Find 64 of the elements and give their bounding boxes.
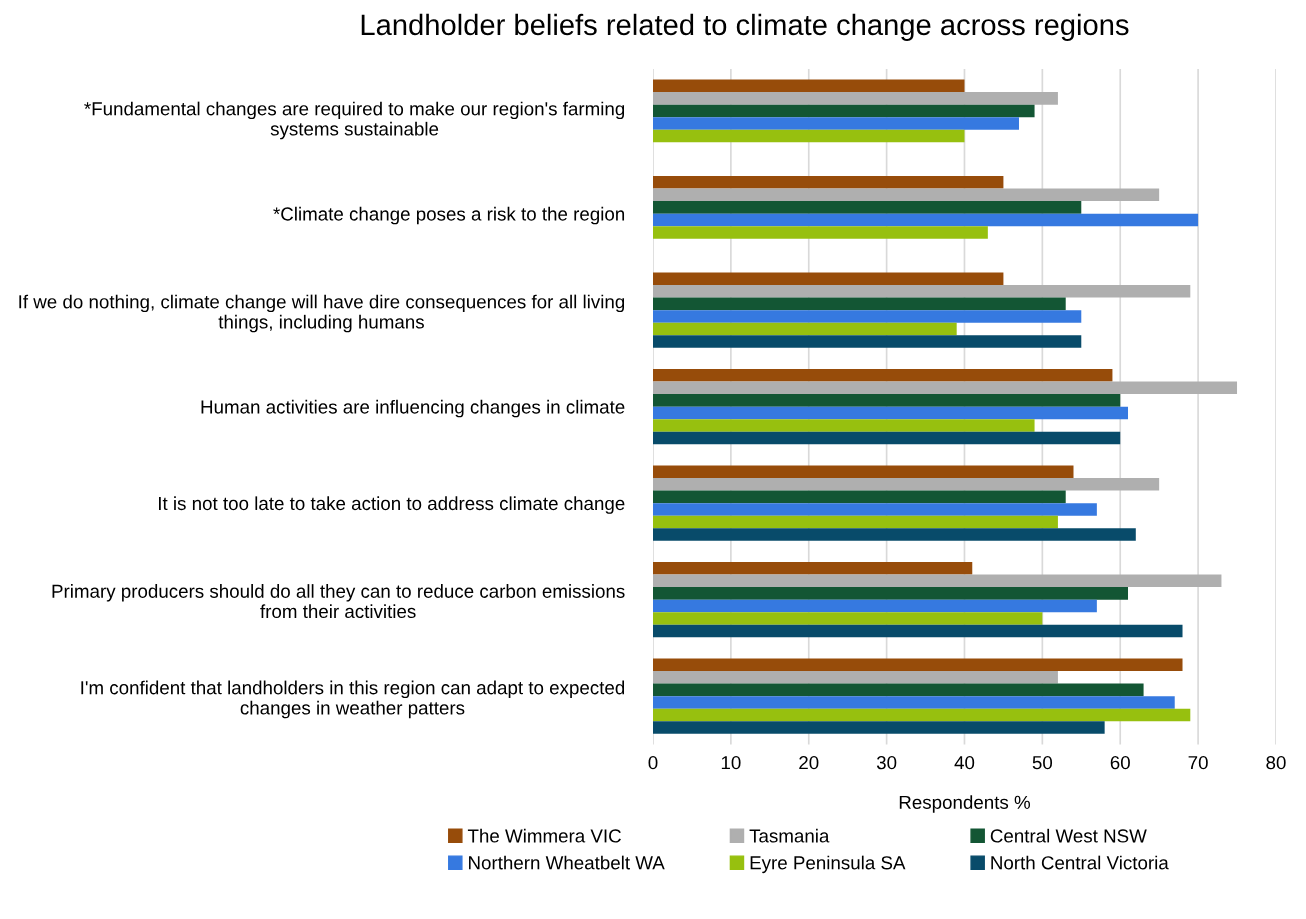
- bar: [653, 129, 965, 143]
- bar: [653, 79, 965, 93]
- bar: [653, 394, 1121, 407]
- x-tick-label: 30: [876, 756, 897, 770]
- bar: [653, 515, 1058, 529]
- bar: [653, 721, 1105, 734]
- bar: [653, 381, 1238, 395]
- bar: [653, 624, 1183, 638]
- bar: [653, 213, 1199, 227]
- bar: [653, 92, 1058, 105]
- bar: [653, 431, 1121, 445]
- x-tick-label: 20: [799, 756, 819, 770]
- bar: [653, 562, 973, 575]
- bar: [653, 465, 1074, 479]
- legend-label: The Wimmera VIC: [467, 828, 621, 843]
- bar: [653, 297, 1066, 311]
- bar: [653, 176, 1004, 189]
- legend-label: Northern Wheatbelt WA: [469, 855, 665, 870]
- x-tick-label: 60: [1110, 756, 1130, 770]
- legend-label: North Central Victoria: [991, 855, 1169, 870]
- bar: [653, 406, 1129, 420]
- bar: [653, 335, 1082, 348]
- bar: [653, 285, 1191, 298]
- bar: [653, 117, 1019, 130]
- bar: [653, 612, 1043, 625]
- bar: [653, 104, 1035, 118]
- x-tick-label: 70: [1188, 756, 1208, 770]
- bar: [653, 658, 1183, 672]
- y-tick-label: It is not too late to take action to address climate change: [159, 496, 625, 514]
- bar: [653, 574, 1222, 588]
- x-tick-label: 10: [721, 756, 741, 770]
- y-tick-label: I'm confident that landholders in this region can adapt to expected changes in weather patters: [81, 680, 625, 719]
- bar: [653, 272, 1004, 286]
- legend-label: Tasmania: [749, 828, 830, 843]
- x-tick-label: 0: [648, 756, 658, 770]
- bar: [653, 478, 1160, 491]
- bar: [653, 587, 1129, 600]
- bar: [653, 490, 1066, 504]
- bar: [653, 528, 1136, 541]
- bar: [653, 188, 1160, 202]
- y-tick-label: *Fundamental changes are required to make our region's farming systems sustainable: [84, 101, 625, 140]
- bar: [653, 708, 1191, 722]
- y-tick-label: Human activities are influencing changes in climate: [201, 399, 625, 418]
- bar: [653, 683, 1144, 697]
- x-axis-title: Respondents %: [899, 795, 1031, 813]
- bar: [653, 671, 1058, 684]
- bar: [653, 201, 1082, 214]
- x-tick-label: 40: [954, 756, 975, 770]
- bar: [653, 226, 988, 239]
- bar: [653, 310, 1082, 323]
- bar: [653, 419, 1035, 432]
- y-tick-label: If we do nothing, climate change will have dire consequences for all living things, including humans: [19, 294, 625, 333]
- bar: [653, 696, 1175, 709]
- legend-label: Central West NSW: [990, 828, 1147, 843]
- legend-label: Eyre Peninsula SA: [750, 855, 906, 874]
- chart-title: Landholder beliefs related to climate change across regions: [361, 13, 1129, 41]
- y-tick-label: Primary producers should do all they can to reduce carbon emissions from their activities: [52, 584, 625, 619]
- bar: [653, 599, 1097, 613]
- x-tick-label: 50: [1032, 756, 1053, 770]
- bar: [653, 369, 1113, 382]
- x-tick-label: 80: [1266, 756, 1286, 770]
- bar: [653, 503, 1097, 516]
- bar: [653, 322, 957, 336]
- y-tick-label: *Climate change poses a risk to the region: [273, 206, 625, 225]
